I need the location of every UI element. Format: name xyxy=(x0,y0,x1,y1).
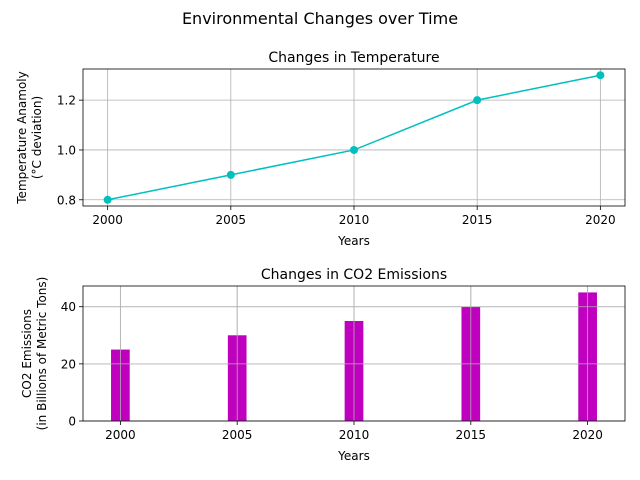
co2-x-tick-label: 2000 xyxy=(105,428,136,442)
co2-x-axis-label: Years xyxy=(337,449,370,463)
temperature-point-2020 xyxy=(596,71,605,80)
co2-x-tick-label: 2005 xyxy=(222,428,253,442)
temperature-x-tick-label: 2005 xyxy=(216,213,247,227)
temperature-point-2010 xyxy=(350,145,358,154)
temperature-point-2005 xyxy=(226,170,235,179)
co2-y-tick-label: 20 xyxy=(61,357,76,371)
figure-suptitle: Environmental Changes over Time xyxy=(182,9,458,28)
temperature-x-tick-label: 2015 xyxy=(462,213,493,227)
co2-y-tick-label: 0 xyxy=(68,415,76,429)
co2-x-tick-label: 2010 xyxy=(339,428,370,442)
temperature-x-tick-label: 2020 xyxy=(585,213,616,227)
temperature-x-tick-label: 2000 xyxy=(92,213,123,227)
temperature-y-tick-label: 1.0 xyxy=(57,143,76,157)
temperature-chart-title: Changes in Temperature xyxy=(268,50,439,66)
temperature-x-axis-label: Years xyxy=(337,234,370,248)
co2-y-tick-label: 40 xyxy=(61,300,76,314)
temperature-y-tick-label: 0.8 xyxy=(57,193,76,207)
temperature-y-axis-label-line-2: (°C deviation) xyxy=(30,96,44,179)
temperature-x-tick-label: 2010 xyxy=(339,213,370,227)
temperature-y-tick-label: 1.2 xyxy=(57,94,76,108)
co2-x-tick-label: 2015 xyxy=(456,428,487,442)
co2-chart: 2000 2005 2010 2015 2020 0 20 40 Changes in CO2 … xyxy=(20,267,626,463)
co2-x-tick-label: 2020 xyxy=(572,428,603,442)
co2-y-axis-label-line-1: CO2 Emissions xyxy=(20,309,34,398)
temperature-point-2015 xyxy=(473,96,482,105)
co2-chart-title: Changes in CO2 Emissions xyxy=(261,267,447,283)
temperature-chart: 2000 2005 2010 2015 2020 0.8 1.0 1.2 Changes in … xyxy=(15,50,626,248)
co2-y-axis-label-line-2: (in Billions of Metric Tons) xyxy=(35,277,49,431)
temperature-y-axis-label-line-1: Temperature Anamoly xyxy=(15,71,29,204)
temperature-point-2000 xyxy=(103,195,112,204)
